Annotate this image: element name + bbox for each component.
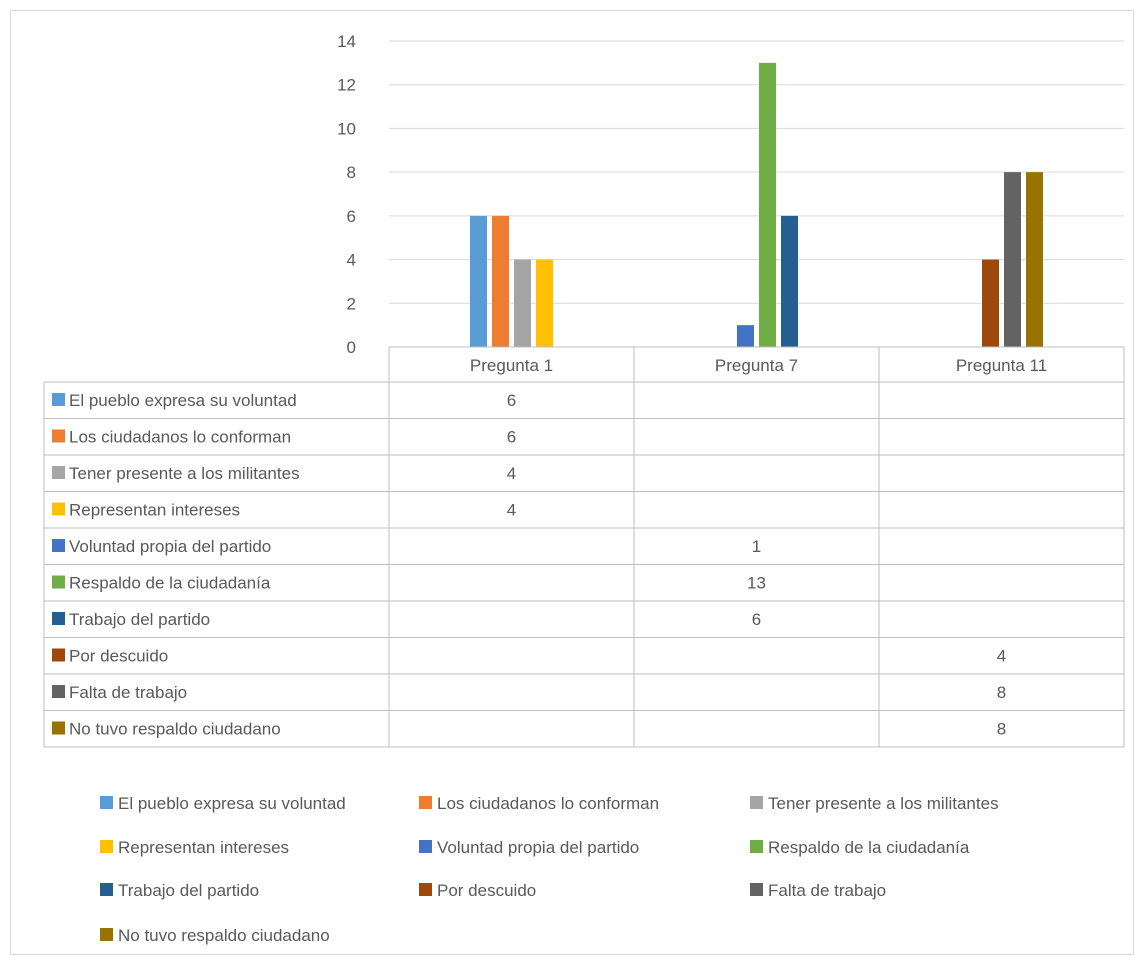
legend-label: Representan intereses bbox=[118, 838, 289, 857]
legend-label: Por descuido bbox=[437, 881, 536, 900]
bar-no-tuvo-respaldo-ciudadano bbox=[1026, 172, 1043, 347]
data-label: 13 bbox=[747, 574, 766, 593]
legend-label: Trabajo del partido bbox=[118, 881, 259, 900]
gridlines bbox=[389, 40, 1124, 348]
data-label: 8 bbox=[997, 683, 1006, 702]
bar-falta-de-trabajo bbox=[1004, 172, 1021, 347]
table-legend-key bbox=[52, 685, 65, 698]
bar-trabajo-del-partido bbox=[781, 215, 798, 347]
x-tick-label: Pregunta 1 bbox=[470, 356, 553, 375]
table-series-name: Falta de trabajo bbox=[69, 683, 187, 702]
bar-representan-intereses bbox=[536, 259, 553, 347]
legend-label: Voluntad propia del partido bbox=[437, 838, 639, 857]
x-tick-label: Pregunta 11 bbox=[956, 356, 1047, 375]
bar-respaldo-de-la-ciudadania bbox=[759, 62, 776, 347]
data-label: 4 bbox=[997, 647, 1006, 666]
table-legend-key bbox=[52, 648, 65, 662]
legend-key-los-ciudadanos-lo-conforman bbox=[419, 796, 432, 809]
legend-label: Tener presente a los militantes bbox=[768, 794, 999, 813]
data-label: 6 bbox=[507, 391, 516, 410]
data-table: Pregunta 1 Pregunta 7 Pregunta 11 El pueblo… bbox=[43, 346, 1125, 748]
table-legend-key bbox=[52, 575, 65, 589]
legend-label: Falta de trabajo bbox=[768, 881, 886, 900]
y-tick-label: 8 bbox=[347, 163, 356, 182]
table-legend-key bbox=[52, 429, 65, 443]
x-tick-label: Pregunta 7 bbox=[715, 356, 798, 375]
legend-label: Respaldo de la ciudadanía bbox=[768, 838, 970, 857]
bar-los-ciudadanos-lo-conforman bbox=[492, 215, 509, 347]
table-series-name: Los ciudadanos lo conforman bbox=[69, 428, 291, 447]
legend-label: No tuvo respaldo ciudadano bbox=[118, 926, 330, 945]
y-tick-label: 4 bbox=[347, 251, 356, 270]
table-series-name: Representan intereses bbox=[69, 501, 240, 520]
y-tick-label: 0 bbox=[347, 338, 356, 357]
bar-tener-presente-a-los-militantes bbox=[514, 259, 531, 347]
table-series-name: Respaldo de la ciudadanía bbox=[69, 574, 271, 593]
data-label: 6 bbox=[752, 610, 761, 629]
legend-key-por-descuido bbox=[419, 883, 432, 896]
data-label: 6 bbox=[507, 428, 516, 447]
legend-key-representan-intereses bbox=[100, 840, 113, 853]
table-legend-key bbox=[52, 502, 65, 516]
legend-key-trabajo-del-partido bbox=[100, 883, 113, 896]
bars bbox=[470, 62, 1043, 347]
bar-por-descuido bbox=[982, 259, 999, 347]
legend-key-falta-de-trabajo bbox=[750, 883, 763, 896]
y-tick-label: 14 bbox=[337, 32, 356, 51]
chart-frame: 0 2 4 6 8 10 12 14 Pregunta 1 Pregunta 7 Pregunta… bbox=[10, 10, 1134, 955]
legend-key-respaldo-de-la-ciudadania bbox=[750, 840, 763, 853]
table-legend-key bbox=[52, 721, 65, 735]
legend-label: Los ciudadanos lo conforman bbox=[437, 794, 659, 813]
y-tick-label: 2 bbox=[347, 294, 356, 313]
table-legend-key bbox=[52, 393, 65, 406]
y-tick-label: 12 bbox=[337, 76, 356, 95]
table-series-name: Voluntad propia del partido bbox=[69, 537, 271, 556]
y-tick-label: 6 bbox=[347, 207, 356, 226]
data-label: 1 bbox=[752, 537, 761, 556]
bar-voluntad-propia-del-partido bbox=[737, 325, 754, 347]
legend-key-voluntad-propia-del-partido bbox=[419, 840, 432, 853]
table-series-name: El pueblo expresa su voluntad bbox=[69, 391, 297, 410]
legend-key-tener-presente-a-los-militantes bbox=[750, 796, 763, 809]
data-label: 4 bbox=[507, 464, 516, 483]
table-legend-key bbox=[52, 612, 65, 625]
legend: El pueblo expresa su voluntad Los ciudada… bbox=[100, 794, 999, 945]
legend-key-no-tuvo-respaldo-ciudadano bbox=[100, 928, 113, 941]
table-series-name: Por descuido bbox=[69, 647, 168, 666]
table-legend-key bbox=[52, 539, 65, 552]
table-legend-key bbox=[52, 466, 65, 479]
data-label: 8 bbox=[997, 720, 1006, 739]
table-series-name: Tener presente a los militantes bbox=[69, 464, 300, 483]
table-series-name: No tuvo respaldo ciudadano bbox=[69, 720, 281, 739]
legend-label: El pueblo expresa su voluntad bbox=[118, 794, 346, 813]
bar-el-pueblo-expresa-su-voluntad bbox=[470, 215, 487, 347]
y-tick-label: 10 bbox=[337, 119, 356, 138]
legend-key-el-pueblo-expresa-su-voluntad bbox=[100, 796, 113, 809]
table-series-name: Trabajo del partido bbox=[69, 610, 210, 629]
y-axis: 0 2 4 6 8 10 12 14 bbox=[337, 32, 356, 357]
data-label: 4 bbox=[507, 501, 516, 520]
